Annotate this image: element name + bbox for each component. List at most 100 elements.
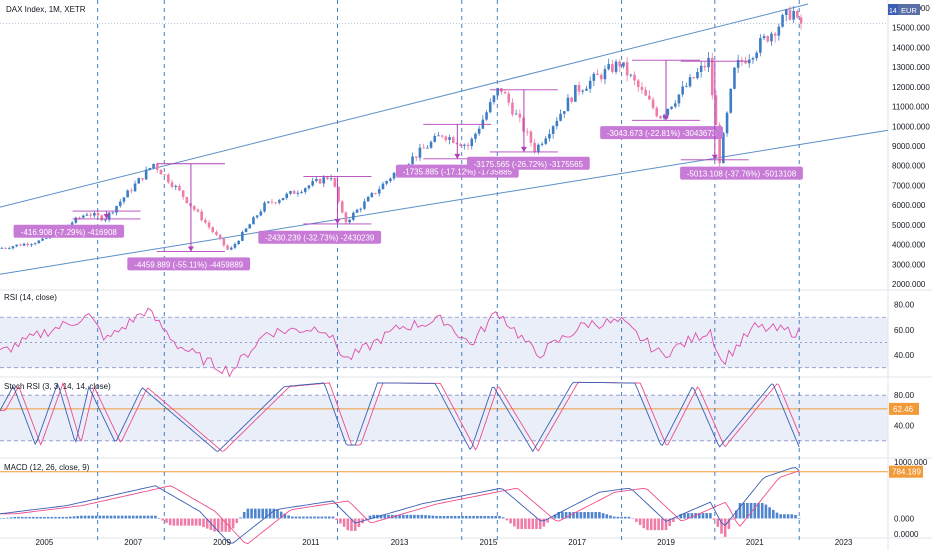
macd-histogram-bar [609,515,612,519]
candle [292,189,296,194]
macd-histogram-bar [180,518,183,526]
candle [433,133,437,143]
x-tick-label: 2005 [36,538,54,547]
macd-histogram-bar [797,518,801,519]
candle [148,167,152,171]
macd-histogram-bar [731,518,734,520]
rsi-line [0,307,800,378]
macd-histogram-bar [575,512,579,519]
symbol-title: DAX Index, 1M, XETR [6,5,86,14]
macd-histogram-bar [154,515,157,519]
candle [15,244,18,248]
currency-badge-bg[interactable] [898,4,920,15]
drawdown-measure[interactable]: -2430.239 (-32.73%) -2430239 [258,176,382,244]
macd-histogram-bar [135,515,139,519]
macd-histogram-bar [172,518,176,526]
candle [329,174,333,182]
macd-histogram-bar [276,509,279,519]
drawdown-label-bg [680,166,803,180]
macd-histogram-bar [150,515,153,519]
macd-histogram-bar [779,514,782,519]
macd-histogram-bar [516,518,520,530]
macd-histogram-bar [723,518,727,537]
candle [574,84,577,102]
macd-histogram-bar [242,511,246,519]
candle [215,230,218,237]
x-tick-label: 2021 [746,538,764,547]
candle [303,187,307,195]
drawdown-measure[interactable]: -3043.673 (-22.81%) -3043673 [600,59,723,140]
macd-histogram-bar [46,516,50,519]
macd-histogram-bar [313,516,316,519]
candle [792,5,795,24]
candle [222,238,226,248]
macd-histogram-bar [675,517,679,519]
candle [755,50,758,62]
macd-histogram-bar [87,515,91,519]
macd-histogram-bar [50,516,54,519]
macd-histogram-bar [9,517,13,519]
macd-histogram-bar [202,518,205,528]
candle [122,197,126,205]
macd-histogram-bar [139,515,142,519]
candle [377,185,381,197]
candle [278,198,281,205]
drawdown-measure[interactable]: -5013.108 (-37.76%) -5013108 [680,60,803,180]
macd-histogram-bar [646,518,649,531]
macd-histogram-bar [32,516,35,519]
macd-histogram-bar [624,516,627,519]
drawdown-label-bg [127,257,251,271]
candle [614,59,618,75]
macd-histogram-bar [794,514,797,519]
candle [518,109,522,123]
macd-histogram-bar [468,516,472,519]
candle [537,143,540,155]
candle [555,117,559,130]
drawdown-measure[interactable]: -3175.565 (-26.72%) -3175565 [466,89,590,170]
stoch-tick-label: 40.00 [894,422,915,431]
macd-histogram-bar [572,512,575,519]
candle [492,94,496,105]
candle [570,96,573,104]
macd-histogram-bar [546,518,549,523]
x-tick-label: 2017 [568,538,586,547]
macd-histogram-bar [527,518,531,530]
candle [89,212,92,218]
candle [585,85,588,91]
macd-histogram-bar [131,515,135,519]
macd-tick-label: 1000.000 [894,458,928,467]
drawdown-measure[interactable]: -416.908 (-7.29%) -416908 [13,210,141,238]
candle [781,13,784,28]
macd-histogram-bar [65,516,68,519]
channel-line-upper[interactable] [0,3,809,208]
macd-histogram-bar [783,514,786,519]
candle [4,247,7,250]
candle [174,184,178,191]
candle [659,115,662,120]
stoch-value-tag: 62.46 [893,405,914,414]
macd-histogram-bar [709,513,712,519]
x-tick-label: 2009 [213,538,231,547]
candle [744,56,747,65]
drawdown-measure[interactable]: -4459.889 (-55.11%) -4459889 [127,163,251,271]
channel-line-lower[interactable] [0,129,889,275]
candle [722,132,725,164]
price-candles [0,5,803,251]
macd-histogram-bar [165,518,168,523]
price-tick-label: 11000.000 [892,103,930,112]
candle [696,67,699,80]
macd-histogram-bar [383,514,387,519]
candle [322,175,326,187]
currency-badge[interactable]: EUR [901,6,917,15]
candle [511,98,514,117]
macd-histogram-bar [257,508,261,519]
macd-histogram-bar [39,516,42,519]
candle [163,174,166,177]
macd-histogram-bar [760,503,764,519]
candle [773,31,777,43]
macd-histogram-bar [620,516,623,519]
drawdown-label: -3175.565 (-26.72%) -3175565 [474,160,584,169]
candle [144,166,148,180]
candle [644,86,647,96]
macd-histogram-bar [102,515,105,519]
